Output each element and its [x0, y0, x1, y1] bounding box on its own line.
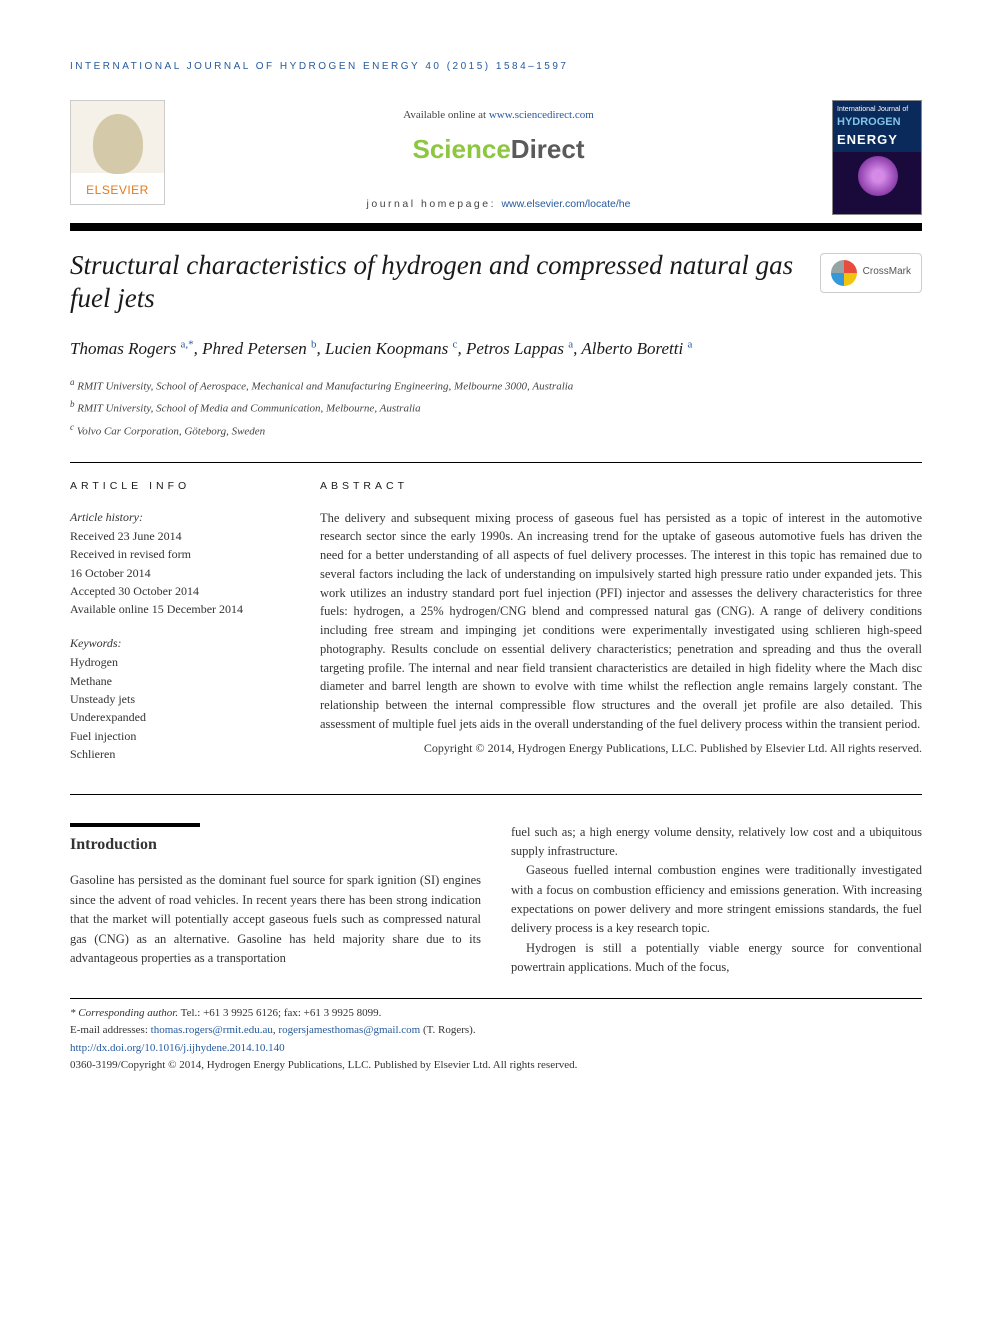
email-link-1[interactable]: thomas.rogers@rmit.edu.au: [151, 1024, 273, 1036]
article-info-label: ARTICLE INFO: [70, 479, 280, 494]
introduction-heading: Introduction: [70, 833, 481, 858]
elsevier-name: ELSEVIER: [86, 182, 149, 199]
body-column-right: fuel such as; a high energy volume densi…: [511, 823, 922, 978]
history-line: Accepted 30 October 2014: [70, 583, 280, 600]
available-prefix: Available online at: [403, 109, 489, 121]
header-black-bar: [70, 223, 922, 231]
masthead-center: Available online at www.sciencedirect.co…: [183, 100, 814, 213]
history-line: Received in revised form: [70, 546, 280, 563]
journal-homepage-link[interactable]: www.elsevier.com/locate/he: [501, 198, 630, 210]
abstract-label: ABSTRACT: [320, 479, 922, 494]
corresponding-author-line: * Corresponding author. Tel.: +61 3 9925…: [70, 1005, 922, 1022]
body-column-left: Introduction Gasoline has persisted as t…: [70, 823, 481, 978]
crossmark-icon: [831, 260, 857, 286]
elsevier-tree-icon: [93, 114, 143, 174]
crossmark-label: CrossMark: [863, 265, 911, 280]
affiliation-line: a RMIT University, School of Aerospace, …: [70, 376, 922, 396]
history-line: Available online 15 December 2014: [70, 601, 280, 618]
divider-bottom: [70, 794, 922, 795]
intro-paragraph-3: Hydrogen is still a potentially viable e…: [511, 939, 922, 978]
corr-label: * Corresponding author.: [70, 1007, 178, 1019]
email-link-2[interactable]: rogersjamesthomas@gmail.com: [278, 1024, 420, 1036]
sciencedirect-link[interactable]: www.sciencedirect.com: [489, 109, 594, 121]
journal-cover-thumbnail[interactable]: International Journal of HYDROGEN ENERGY: [832, 100, 922, 215]
section-heading-bar: [70, 823, 200, 827]
cover-line1: International Journal of: [833, 101, 921, 115]
email-label: E-mail addresses:: [70, 1024, 151, 1036]
keyword-line: Hydrogen: [70, 654, 280, 671]
article-title: Structural characteristics of hydrogen a…: [70, 249, 800, 317]
keyword-line: Schlieren: [70, 746, 280, 763]
elsevier-logo[interactable]: ELSEVIER: [70, 100, 165, 205]
introduction-section: Introduction Gasoline has persisted as t…: [70, 823, 922, 978]
affiliation-line: c Volvo Car Corporation, Göteborg, Swede…: [70, 421, 922, 441]
intro-paragraph-1-cont: fuel such as; a high energy volume densi…: [511, 823, 922, 862]
affiliation-line: b RMIT University, School of Media and C…: [70, 398, 922, 418]
abstract-copyright: Copyright © 2014, Hydrogen Energy Public…: [320, 740, 922, 757]
intro-paragraph-2: Gaseous fuelled internal combustion engi…: [511, 861, 922, 939]
journal-homepage-text: journal homepage: www.elsevier.com/locat…: [183, 197, 814, 212]
authors-list: Thomas Rogers a,*, Phred Petersen b, Luc…: [70, 336, 922, 362]
article-info-column: ARTICLE INFO Article history: Received 2…: [70, 479, 280, 779]
history-heading: Article history:: [70, 509, 280, 526]
cover-line2: HYDROGEN: [833, 115, 921, 131]
article-history-block: Article history: Received 23 June 2014Re…: [70, 509, 280, 619]
email-suffix: (T. Rogers).: [420, 1024, 475, 1036]
crossmark-button[interactable]: CrossMark: [820, 253, 922, 293]
email-line: E-mail addresses: thomas.rogers@rmit.edu…: [70, 1022, 922, 1039]
footnotes: * Corresponding author. Tel.: +61 3 9925…: [70, 998, 922, 1074]
issn-copyright-line: 0360-3199/Copyright © 2014, Hydrogen Ene…: [70, 1057, 922, 1074]
intro-paragraph-1: Gasoline has persisted as the dominant f…: [70, 871, 481, 968]
sciencedirect-logo[interactable]: ScienceDirect: [183, 131, 814, 169]
keyword-line: Unsteady jets: [70, 691, 280, 708]
available-online-text: Available online at www.sciencedirect.co…: [183, 108, 814, 124]
doi-link[interactable]: http://dx.doi.org/10.1016/j.ijhydene.201…: [70, 1042, 285, 1054]
affiliations-block: a RMIT University, School of Aerospace, …: [70, 376, 922, 441]
keyword-line: Underexpanded: [70, 709, 280, 726]
masthead: ELSEVIER Available online at www.science…: [70, 100, 922, 215]
sd-direct-text: Direct: [511, 134, 585, 164]
divider-top: [70, 462, 922, 463]
corr-text: Tel.: +61 3 9925 6126; fax: +61 3 9925 8…: [178, 1007, 381, 1019]
keyword-line: Fuel injection: [70, 728, 280, 745]
keyword-line: Methane: [70, 673, 280, 690]
cover-graphic-icon: [858, 156, 898, 196]
abstract-text: The delivery and subsequent mixing proce…: [320, 509, 922, 734]
sd-science-text: Science: [413, 134, 511, 164]
running-header: INTERNATIONAL JOURNAL OF HYDROGEN ENERGY…: [70, 60, 922, 75]
keywords-heading: Keywords:: [70, 635, 280, 652]
homepage-prefix: journal homepage:: [367, 198, 502, 210]
cover-line3: ENERGY: [833, 131, 921, 150]
history-line: 16 October 2014: [70, 565, 280, 582]
abstract-column: ABSTRACT The delivery and subsequent mix…: [320, 479, 922, 779]
keywords-block: Keywords: Hydrogen MethaneUnsteady jetsUn…: [70, 635, 280, 764]
history-line: Received 23 June 2014: [70, 528, 280, 545]
